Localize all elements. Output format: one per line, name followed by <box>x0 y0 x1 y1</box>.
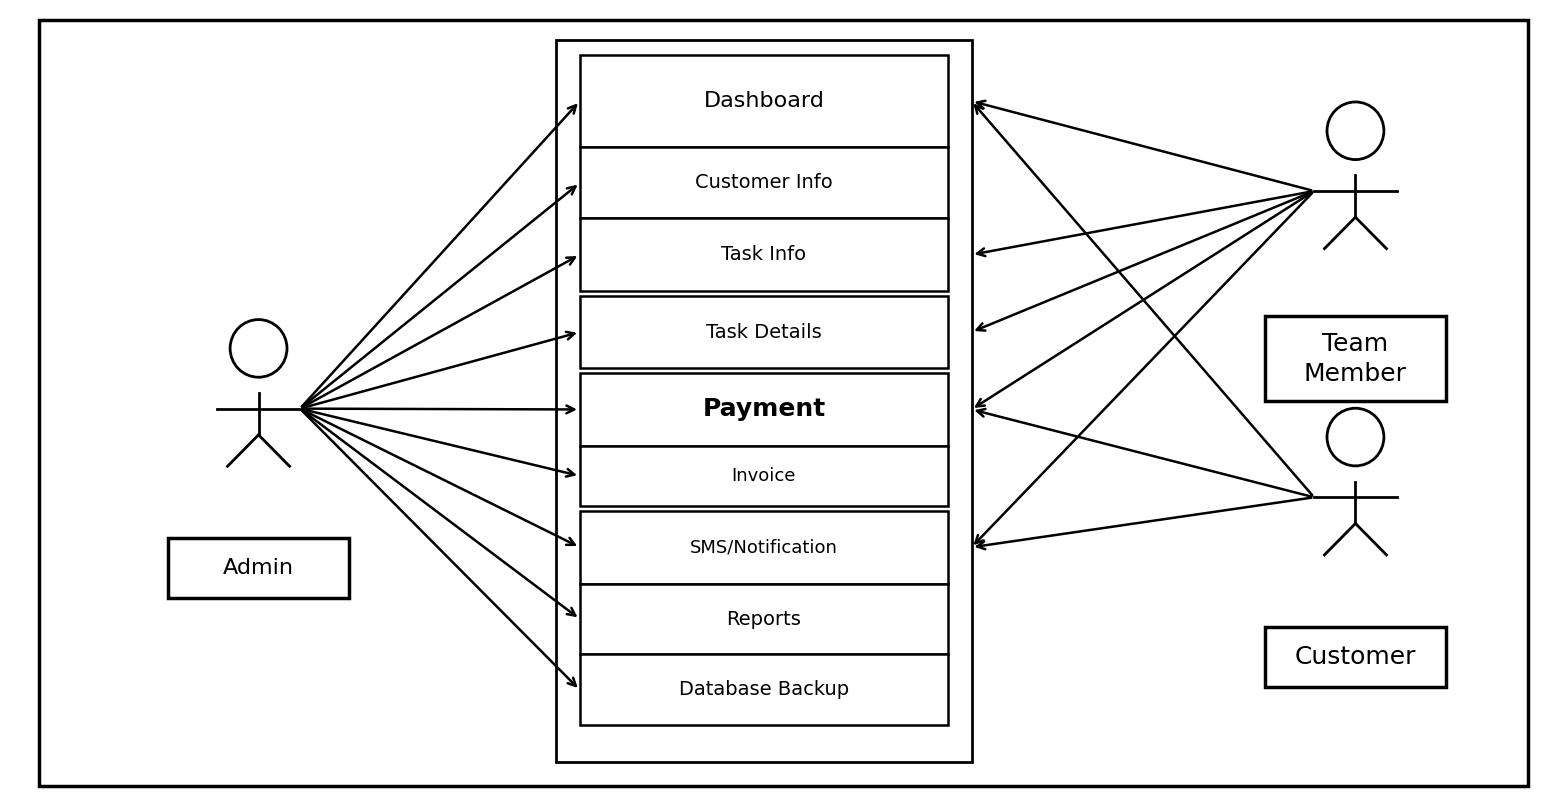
Bar <box>580 654 948 725</box>
Bar <box>1265 316 1445 401</box>
Text: Invoice: Invoice <box>732 467 796 485</box>
Text: Database Backup: Database Backup <box>679 680 849 700</box>
Bar <box>580 373 948 446</box>
Text: Reports: Reports <box>727 609 801 629</box>
Text: Team
Member: Team Member <box>1304 332 1407 385</box>
Bar <box>556 40 972 762</box>
Text: SMS/Notification: SMS/Notification <box>689 538 838 556</box>
Text: Admin: Admin <box>223 559 295 578</box>
Ellipse shape <box>230 319 287 377</box>
Bar <box>580 446 948 506</box>
Text: Payment: Payment <box>702 397 826 422</box>
Bar <box>580 296 948 368</box>
Text: Task Details: Task Details <box>707 322 821 342</box>
Text: Customer: Customer <box>1294 645 1417 669</box>
Ellipse shape <box>1327 102 1384 160</box>
Text: Dashboard: Dashboard <box>704 91 824 111</box>
Bar <box>580 511 948 584</box>
Bar <box>169 538 348 598</box>
Bar <box>580 147 948 218</box>
Bar <box>580 218 948 291</box>
Bar <box>580 55 948 147</box>
Ellipse shape <box>1327 408 1384 466</box>
Text: Task Info: Task Info <box>721 245 807 264</box>
Bar <box>580 584 948 654</box>
Bar <box>1265 627 1445 687</box>
Text: Customer Info: Customer Info <box>696 173 832 193</box>
